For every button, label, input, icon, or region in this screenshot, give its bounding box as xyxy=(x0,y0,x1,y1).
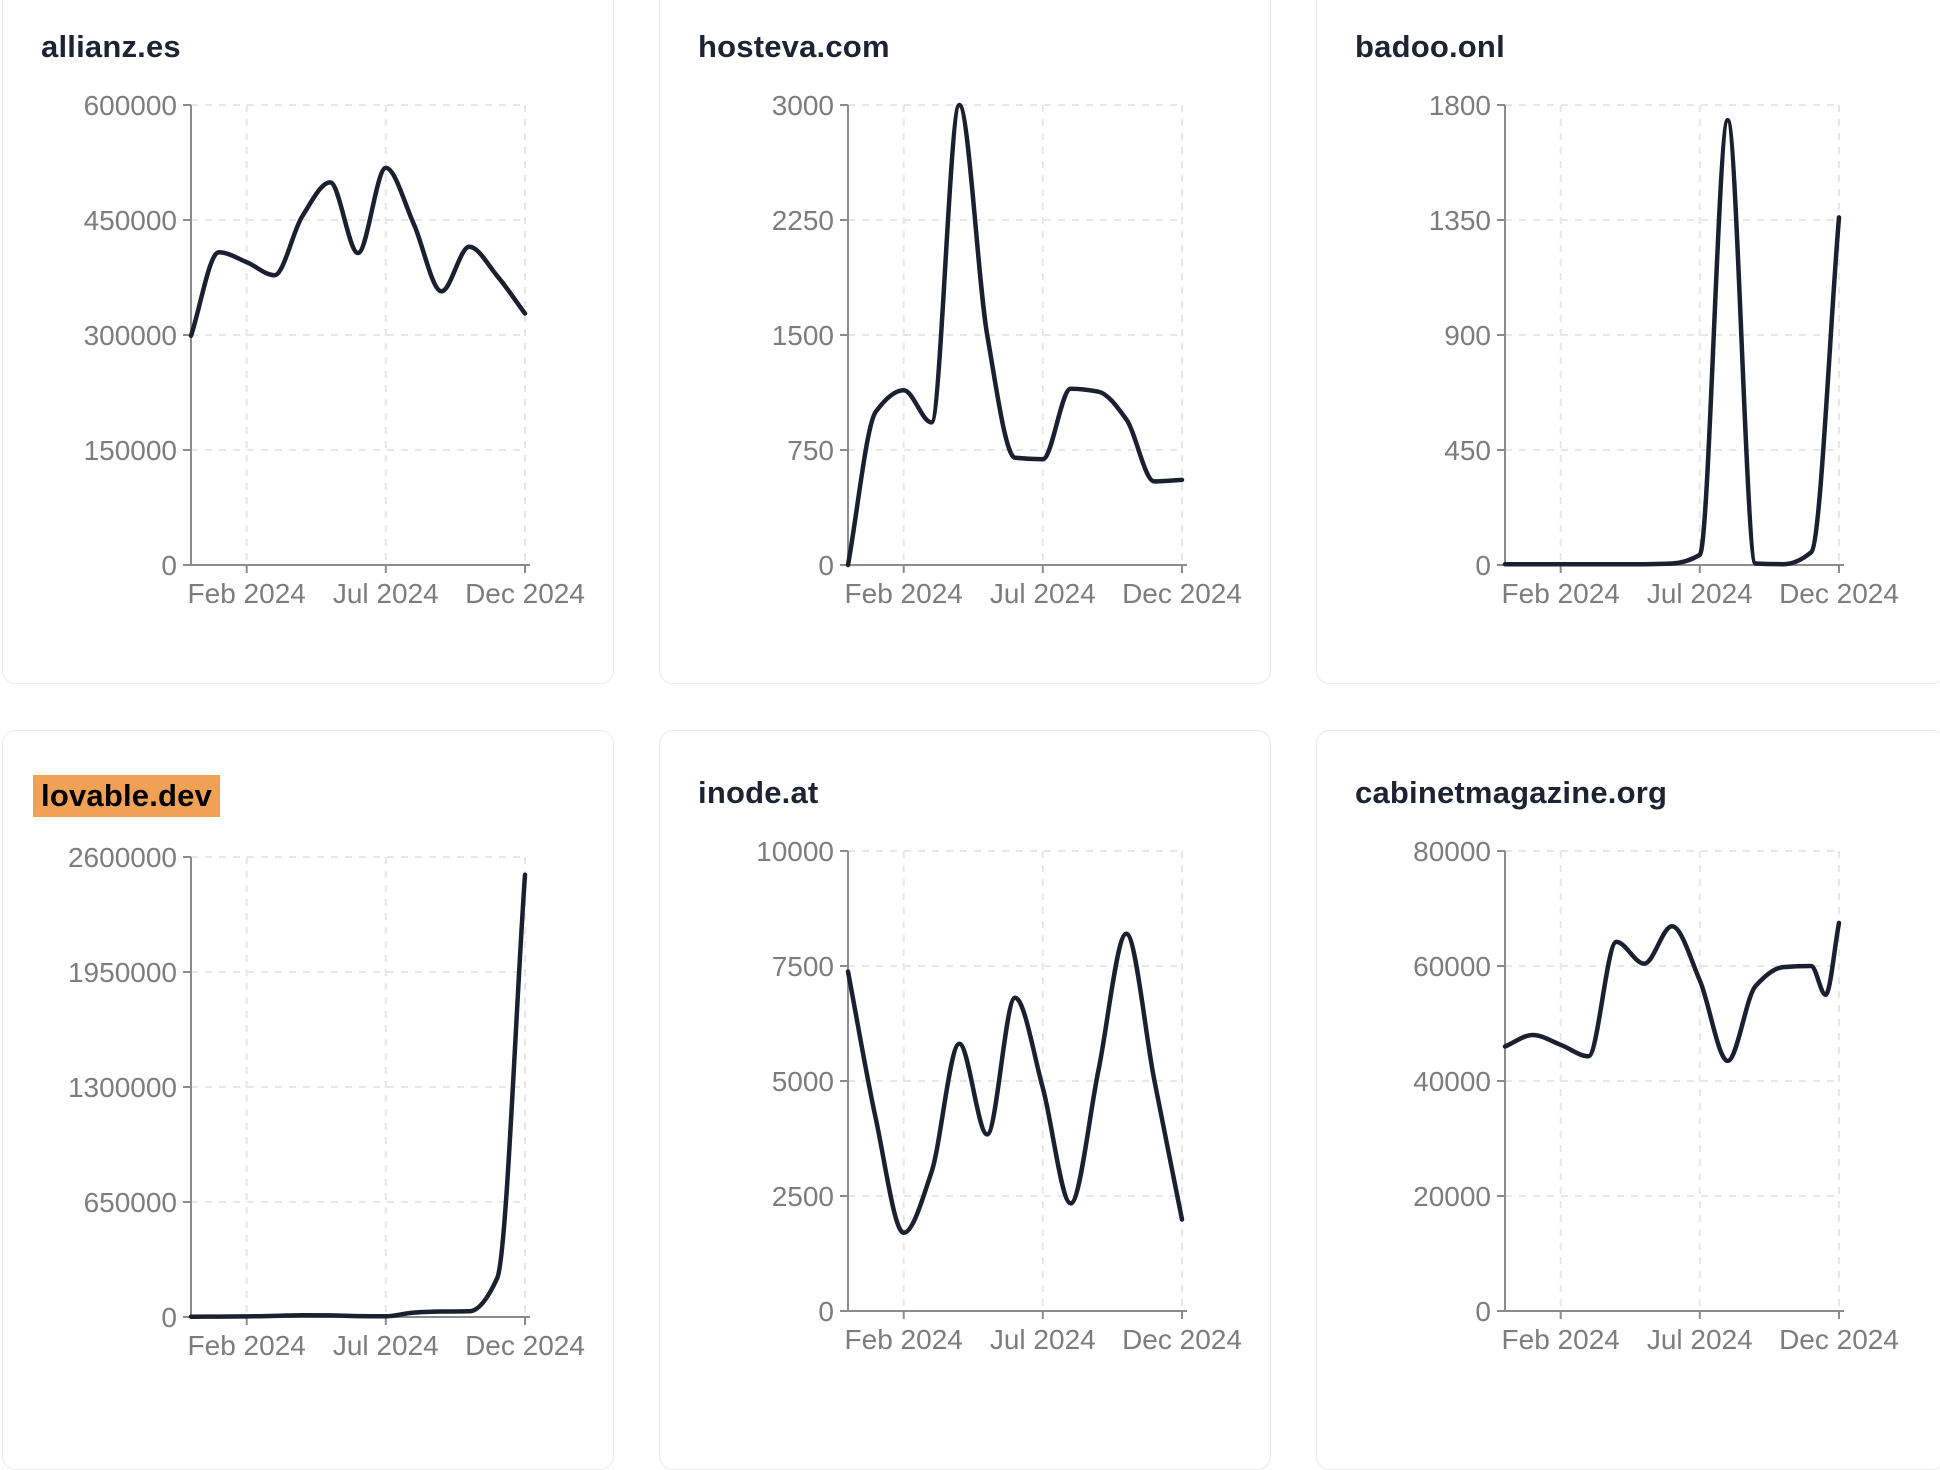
y-tick-label: 600000 xyxy=(84,95,177,121)
x-tick-label: Dec 2024 xyxy=(1122,1324,1242,1355)
chart-title-text: inode.at xyxy=(698,775,819,810)
series-line xyxy=(845,102,1185,568)
chart-card-inode-at[interactable]: inode.at 0 2500 5000 7500 10000 Feb 2024 Jul 2… xyxy=(659,730,1271,1470)
y-tick-label: 0 xyxy=(818,550,834,581)
x-tick-label: Feb 2024 xyxy=(1502,578,1620,609)
x-tick-label: Jul 2024 xyxy=(333,578,439,609)
x-tick-label: Jul 2024 xyxy=(1647,578,1753,609)
x-tick-label: Dec 2024 xyxy=(1122,578,1242,609)
y-tick-label: 300000 xyxy=(84,320,177,351)
x-tick-label: Dec 2024 xyxy=(1779,1324,1899,1355)
y-tick-label: 0 xyxy=(818,1296,834,1327)
x-tick-label: Jul 2024 xyxy=(990,1324,1096,1355)
chart-title: cabinetmagazine.org xyxy=(1355,775,1940,811)
y-tick-label: 750 xyxy=(787,435,834,466)
line-chart: 0 450 900 1350 1800 Feb 2024 Jul 2024 Dec 2024 xyxy=(1429,95,1899,609)
x-tick-label: Feb 2024 xyxy=(1502,1324,1620,1355)
y-tick-label: 1350 xyxy=(1429,205,1491,236)
line-chart: 0 750 1500 2250 3000 Feb 2024 Jul 2024 Dec 2024 xyxy=(772,95,1242,609)
y-tick-label: 7500 xyxy=(772,951,834,982)
chart-title-text: hosteva.com xyxy=(698,29,890,64)
chart-title: inode.at xyxy=(698,775,1270,811)
chart-title: allianz.es xyxy=(41,29,613,65)
y-tick-label: 1950000 xyxy=(68,957,177,988)
series-line xyxy=(845,931,1185,1236)
line-chart: 0 20000 40000 60000 80000 Feb 2024 Jul 2024 Dec… xyxy=(1413,841,1899,1355)
y-tick-label: 0 xyxy=(161,550,177,581)
y-tick-label: 1300000 xyxy=(68,1072,177,1103)
x-tick-label: Dec 2024 xyxy=(1779,578,1899,609)
y-tick-label: 1800 xyxy=(1429,95,1491,121)
chart-title-text-highlighted: lovable.dev xyxy=(33,775,221,817)
chart-title-text: allianz.es xyxy=(41,29,181,64)
y-tick-label: 650000 xyxy=(84,1187,177,1218)
y-tick-label: 450000 xyxy=(84,205,177,236)
chart-card-hosteva-com[interactable]: hosteva.com 0 750 1500 2250 3000 Feb 2024 Jul … xyxy=(659,0,1271,684)
chart-card-cabinetmagazine-org[interactable]: cabinetmagazine.org 0 20000 40000 60000 8000… xyxy=(1316,730,1940,1470)
chart-title: lovable.dev xyxy=(33,775,613,817)
series-line xyxy=(188,872,528,1319)
y-tick-label: 60000 xyxy=(1413,951,1491,982)
y-tick-label: 2500 xyxy=(772,1181,834,1212)
chart-title-text: badoo.onl xyxy=(1355,29,1505,64)
chart-title: hosteva.com xyxy=(698,29,1270,65)
y-tick-label: 0 xyxy=(1475,550,1491,581)
y-tick-label: 450 xyxy=(1444,435,1491,466)
y-tick-label: 2600000 xyxy=(68,847,177,873)
chart-title: badoo.onl xyxy=(1355,29,1940,65)
y-tick-label: 5000 xyxy=(772,1066,834,1097)
y-tick-label: 40000 xyxy=(1413,1066,1491,1097)
chart-card-allianz-es[interactable]: allianz.es 0 150000 300000 450000 600000 Feb … xyxy=(2,0,614,684)
x-tick-label: Jul 2024 xyxy=(1647,1324,1753,1355)
y-tick-label: 0 xyxy=(161,1302,177,1333)
y-tick-label: 0 xyxy=(1475,1296,1491,1327)
y-tick-label: 10000 xyxy=(756,841,834,867)
series-line xyxy=(188,165,528,339)
chart-title-text: cabinetmagazine.org xyxy=(1355,775,1668,810)
y-tick-label: 150000 xyxy=(84,435,177,466)
line-chart: 0 2500 5000 7500 10000 Feb 2024 Jul 2024 Dec 20… xyxy=(756,841,1242,1355)
x-tick-label: Jul 2024 xyxy=(333,1330,439,1361)
y-tick-label: 3000 xyxy=(772,95,834,121)
y-tick-label: 900 xyxy=(1444,320,1491,351)
line-chart: 0 650000 1300000 1950000 2600000 Feb 2024 Jul … xyxy=(68,847,585,1361)
y-tick-label: 80000 xyxy=(1413,841,1491,867)
x-tick-label: Dec 2024 xyxy=(465,1330,585,1361)
series-line xyxy=(1502,118,1842,567)
chart-card-lovable-dev[interactable]: lovable.dev 0 650000 1300000 1950000 2600000… xyxy=(2,730,614,1470)
x-tick-label: Dec 2024 xyxy=(465,578,585,609)
chart-card-badoo-onl[interactable]: badoo.onl 0 450 900 1350 1800 Feb 2024 Jul 202… xyxy=(1316,0,1940,684)
y-tick-label: 1500 xyxy=(772,320,834,351)
y-tick-label: 2250 xyxy=(772,205,834,236)
series-line xyxy=(1502,920,1842,1064)
x-tick-label: Jul 2024 xyxy=(990,578,1096,609)
x-tick-label: Feb 2024 xyxy=(845,578,963,609)
x-tick-label: Feb 2024 xyxy=(845,1324,963,1355)
y-tick-label: 20000 xyxy=(1413,1181,1491,1212)
line-chart: 0 150000 300000 450000 600000 Feb 2024 Jul 202… xyxy=(84,95,585,609)
x-tick-label: Feb 2024 xyxy=(188,578,306,609)
x-tick-label: Feb 2024 xyxy=(188,1330,306,1361)
